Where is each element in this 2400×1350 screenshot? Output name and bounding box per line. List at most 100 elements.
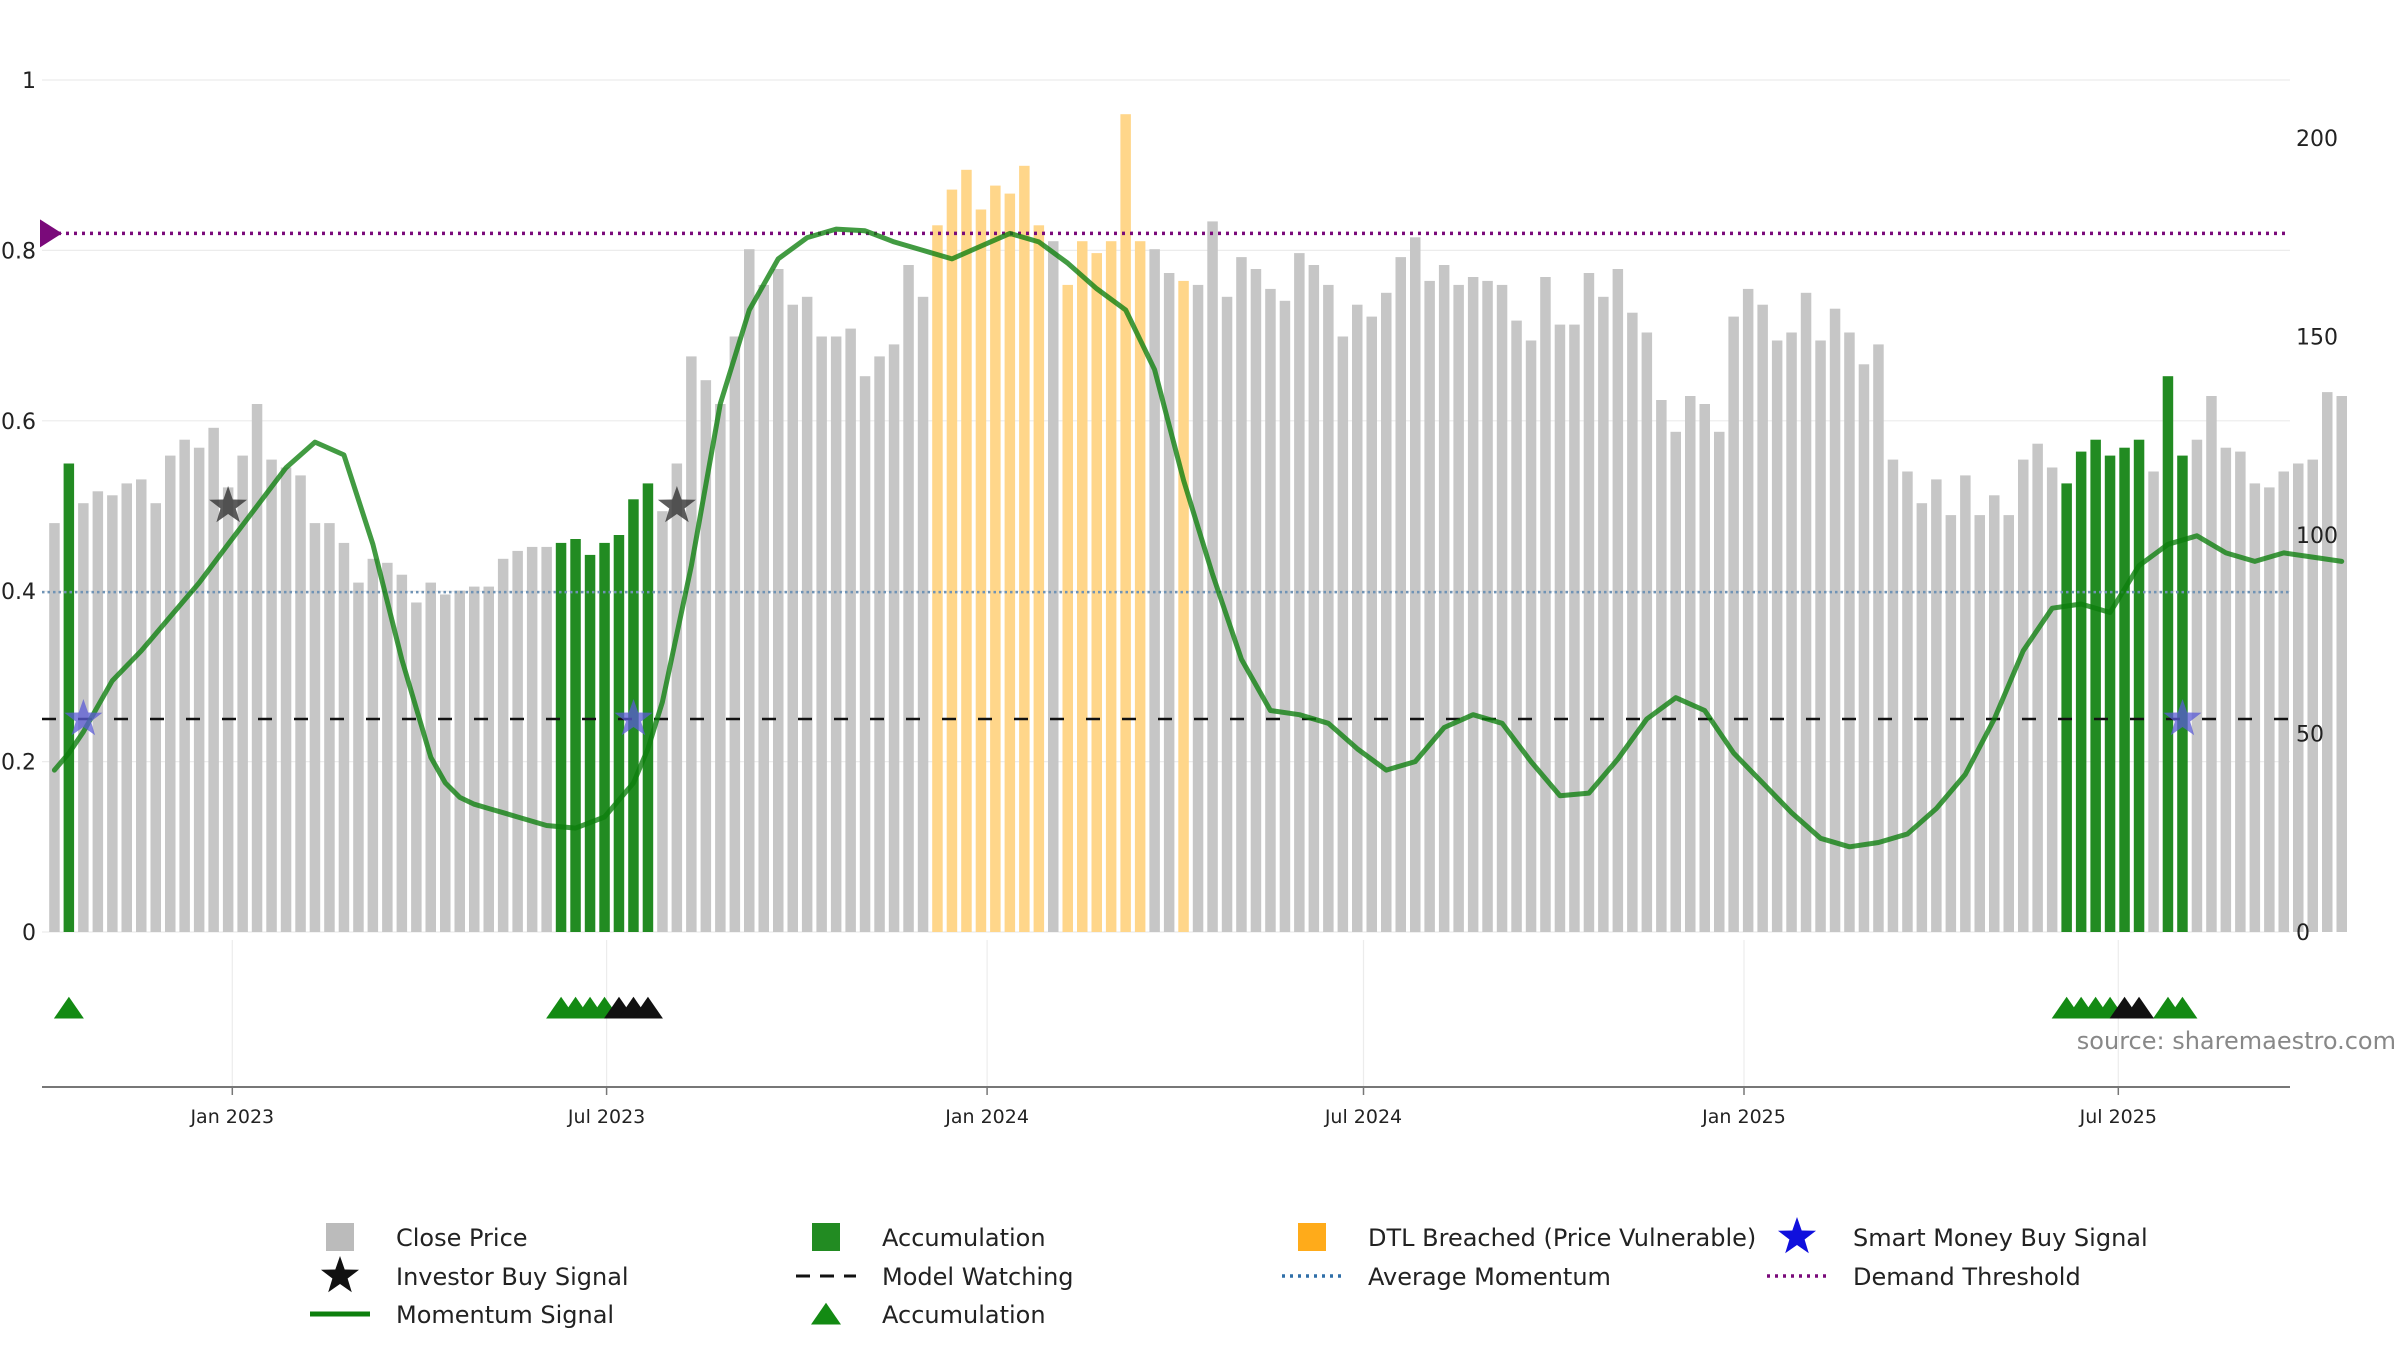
close-price-bar (1873, 344, 1884, 932)
close-price-bar (1048, 241, 1059, 932)
accumulation-bar (2133, 439, 2145, 932)
dtl-breached-bar (1178, 280, 1189, 932)
close-price-bar (1525, 340, 1537, 932)
legend-swatch-close-price (326, 1223, 354, 1251)
close-price-bar (715, 404, 726, 932)
close-price-bar (2235, 451, 2246, 932)
close-price-bar (845, 328, 856, 933)
accumulation-bar (63, 463, 75, 932)
close-price-bar (816, 336, 827, 932)
close-price-bar (1294, 253, 1305, 933)
close-price-bar (903, 265, 914, 932)
close-price-bar (1250, 269, 1262, 932)
close-price-bar (2293, 463, 2304, 932)
close-price-bar (1656, 400, 1667, 932)
legend-swatch-investor-buy-signal (321, 1256, 359, 1293)
close-price-bar (700, 380, 712, 932)
accumulation-bar (2119, 447, 2130, 932)
smart-money-buy-signal-star (64, 699, 103, 736)
close-price-bar (121, 483, 132, 932)
accumulation-bar (2090, 439, 2101, 932)
right-axis-tick-label: 100 (2296, 524, 2338, 549)
close-price-bar (657, 511, 668, 932)
close-price-bar (483, 586, 494, 932)
close-price-bar (367, 558, 379, 932)
close-price-bar (671, 463, 683, 932)
close-price-bar (1699, 404, 1710, 932)
dtl-breached-bar (975, 209, 987, 932)
close-price-bar (1554, 324, 1566, 933)
close-price-bar (526, 546, 538, 932)
dtl-breached-bar (1019, 165, 1030, 933)
close-price-bar (2018, 459, 2029, 932)
legend-layer: Close Price Accumulation DTL Breached (Pri… (310, 1217, 2148, 1329)
dtl-breached-bar (1134, 241, 1146, 932)
x-axis-tick-label: Jul 2024 (1324, 1106, 1402, 1128)
close-price-bar (353, 582, 364, 932)
x-axis-tick-label: Jan 2025 (1701, 1106, 1786, 1128)
close-price-bar (787, 304, 798, 932)
right-axis-tick-label: 0 (2296, 921, 2310, 946)
close-price-bar (1858, 364, 1870, 932)
source-label: source: sharemaestro.com (2077, 1027, 2396, 1055)
close-price-bar (773, 269, 784, 932)
dtl-breached-bar (1077, 241, 1088, 932)
close-price-bar (2220, 447, 2232, 932)
close-price-bar (1583, 273, 1595, 932)
close-price-bar (179, 439, 190, 932)
close-price-bar (107, 495, 118, 932)
left-axis-tick-label: 0.6 (1, 410, 36, 435)
x-axis-tick-label: Jan 2023 (189, 1106, 274, 1128)
accumulation-bar (613, 535, 625, 932)
close-price-bar (2264, 487, 2275, 932)
close-price-bar (1685, 396, 1696, 932)
right-axis-tick-label: 50 (2296, 723, 2324, 748)
momentum-signal-line (51, 226, 2345, 850)
accumulation-bar (2162, 376, 2174, 932)
close-price-bar (2032, 443, 2043, 932)
accumulation-triangle-marker (2167, 996, 2198, 1019)
close-price-bar (2249, 483, 2261, 932)
close-price-bar (686, 356, 697, 932)
close-price-bar (251, 404, 263, 932)
right-axis-tick-label: 150 (2296, 326, 2338, 351)
demand-threshold-marker (40, 219, 62, 248)
dtl-breached-bar (1105, 241, 1117, 932)
axis-layer: 0 0.2 0.4 0.6 0.8 1 0 50 100 150 200 Jan 2023 Jul 20… (1, 69, 2338, 1128)
close-price-bar (2307, 459, 2318, 932)
close-price-bar (1453, 284, 1464, 932)
left-axis-tick-label: 0.8 (1, 239, 36, 264)
close-price-bar (1323, 284, 1334, 932)
close-price-bar (2148, 471, 2159, 932)
close-price-bar (2336, 396, 2347, 932)
accumulation-bar (570, 539, 581, 932)
dtl-breached-bar (990, 185, 1001, 933)
close-price-bar (136, 479, 147, 932)
close-price-bar (874, 356, 885, 932)
close-price-bar (1800, 292, 1812, 932)
accumulation-bar (555, 542, 567, 932)
dtl-breached-bar (1062, 284, 1073, 932)
left-axis-tick-label: 0 (22, 921, 36, 946)
close-price-bar (801, 296, 813, 932)
legend-label-smart-money-buy-signal: Smart Money Buy Signal (1853, 1224, 2148, 1252)
close-price-bar (541, 546, 552, 932)
legend-label-model-watching: Model Watching (882, 1263, 1074, 1291)
accumulation-triangle-marker (53, 996, 84, 1019)
close-price-bar (382, 562, 393, 932)
close-price-bar (396, 574, 408, 932)
close-price-bar (859, 376, 871, 932)
dtl-breached-bar (932, 225, 943, 933)
close-price-bar (2206, 396, 2217, 932)
close-price-bar (295, 475, 306, 932)
accumulation-bar (584, 554, 596, 932)
marker-layer (53, 486, 2202, 1019)
close-price-bar (469, 586, 480, 932)
close-price-bar (1337, 336, 1349, 932)
close-price-bar (1308, 265, 1320, 932)
x-axis-tick-label: Jul 2025 (2079, 1106, 2157, 1128)
accumulation-triangle-marker-black (2124, 996, 2155, 1019)
close-price-bar (92, 491, 104, 932)
close-price-bar (237, 455, 248, 932)
close-price-bar (338, 542, 350, 932)
